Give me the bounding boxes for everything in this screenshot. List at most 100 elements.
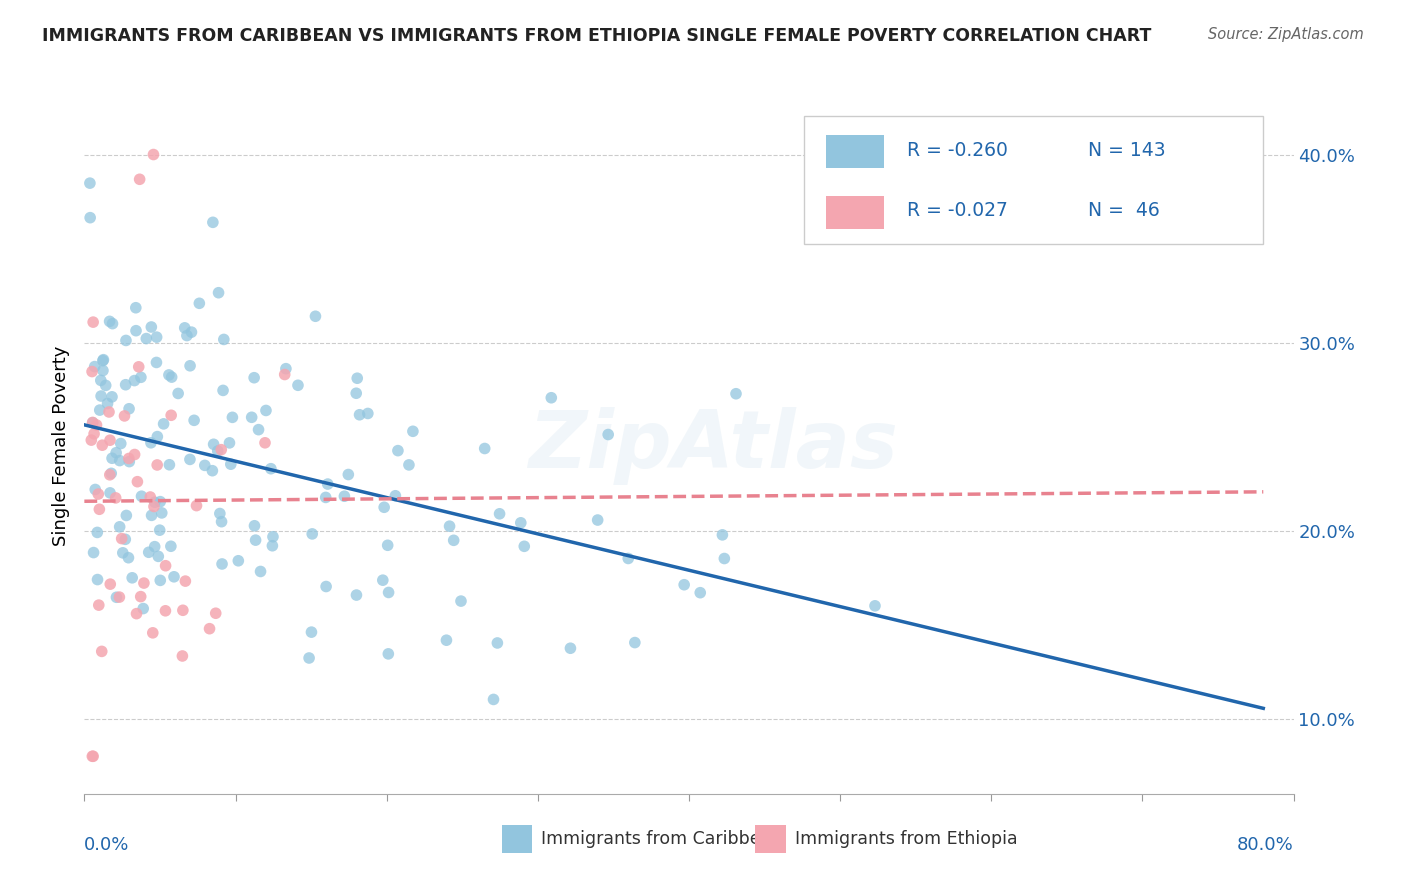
Point (86, 525, 108, 540)
Point (152, 417, 174, 431)
Point (128, 359, 150, 374)
Point (212, 333, 235, 347)
Point (247, 423, 270, 437)
Point (129, 370, 152, 384)
Point (108, 590, 131, 604)
Point (84, 483, 107, 497)
Point (198, 622, 221, 636)
Point (114, 377, 136, 392)
Text: N =  46: N = 46 (1088, 202, 1160, 220)
Point (98, 467, 121, 482)
Point (287, 378, 309, 392)
Point (486, 636, 509, 650)
Point (118, 401, 141, 416)
Point (127, 475, 149, 489)
Point (218, 435, 240, 450)
Text: Source: ZipAtlas.com: Source: ZipAtlas.com (1208, 27, 1364, 42)
Bar (755, 825, 786, 853)
Point (249, 565, 271, 579)
Point (89, 502, 111, 516)
Point (160, 370, 183, 384)
Point (560, 641, 582, 656)
Point (315, 491, 337, 505)
Point (377, 647, 399, 661)
Point (98, 577, 121, 591)
Point (208, 507, 231, 521)
Point (157, 458, 180, 472)
Point (98, 434, 121, 448)
Point (125, 324, 148, 338)
Point (100, 467, 122, 481)
Point (163, 570, 186, 584)
Text: Immigrants from Caribbean: Immigrants from Caribbean (541, 830, 783, 848)
Point (82, 416, 104, 430)
Point (155, 558, 177, 573)
Point (212, 384, 235, 398)
Point (115, 508, 138, 523)
Point (209, 442, 232, 457)
Point (93, 352, 115, 367)
Point (118, 451, 141, 466)
Point (148, 549, 170, 564)
Point (108, 520, 131, 534)
Point (174, 574, 197, 588)
Point (863, 599, 886, 613)
Point (80, 365, 103, 379)
Point (488, 507, 510, 521)
Point (83, 545, 105, 559)
Point (135, 332, 157, 346)
Point (377, 585, 399, 599)
Bar (502, 825, 531, 853)
Point (301, 527, 323, 541)
Point (138, 545, 160, 559)
Point (91, 363, 114, 377)
Point (114, 409, 136, 423)
Point (260, 461, 283, 475)
Point (245, 533, 267, 548)
Point (219, 457, 242, 471)
Bar (825, 195, 883, 229)
Point (94, 378, 117, 392)
Point (149, 494, 172, 508)
Point (101, 451, 124, 466)
Point (180, 325, 202, 339)
Point (183, 413, 205, 427)
Point (145, 330, 167, 344)
Point (90, 389, 112, 403)
Point (150, 506, 173, 520)
Point (129, 590, 152, 604)
Point (186, 499, 208, 513)
Point (79, 211, 101, 225)
Point (118, 454, 141, 468)
Point (243, 518, 266, 533)
Point (254, 403, 277, 417)
Point (110, 436, 132, 450)
Point (91, 438, 114, 452)
Point (402, 425, 425, 439)
Point (673, 578, 696, 592)
Point (91, 353, 114, 368)
Point (167, 386, 190, 401)
Point (713, 551, 735, 566)
Point (179, 452, 201, 467)
Text: N = 143: N = 143 (1088, 141, 1166, 160)
Point (344, 386, 367, 401)
Point (98, 405, 121, 419)
Point (273, 368, 295, 382)
Point (179, 359, 201, 373)
Point (398, 458, 420, 472)
Y-axis label: Single Female Poverty: Single Female Poverty (52, 346, 70, 546)
Point (145, 355, 167, 369)
Text: IMMIGRANTS FROM CARIBBEAN VS IMMIGRANTS FROM ETHIOPIA SINGLE FEMALE POVERTY CORR: IMMIGRANTS FROM CARIBBEAN VS IMMIGRANTS … (42, 27, 1152, 45)
Point (724, 386, 747, 401)
Text: ZipAtlas: ZipAtlas (529, 407, 898, 485)
Point (142, 625, 165, 640)
Point (89, 403, 111, 417)
Point (149, 574, 172, 588)
Point (142, 147, 165, 161)
Point (111, 532, 134, 546)
Point (90, 373, 112, 387)
Point (146, 458, 169, 472)
Point (82, 749, 104, 764)
Point (450, 594, 472, 608)
